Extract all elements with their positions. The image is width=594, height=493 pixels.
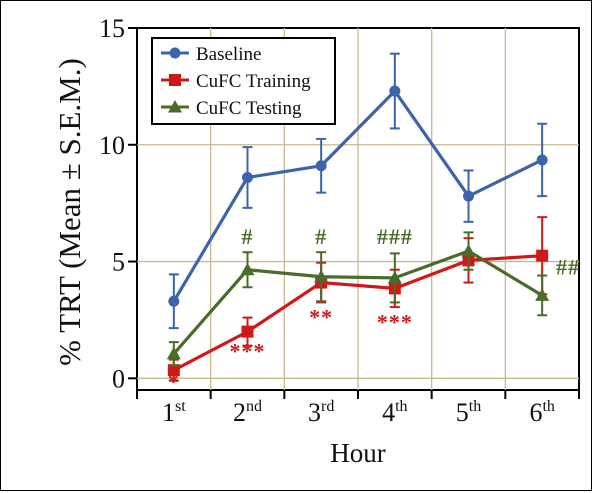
marker-triangle [314, 269, 329, 283]
y-tick-label: 0 [112, 364, 125, 393]
marker-triangle [461, 244, 476, 257]
legend-label: Baseline [196, 44, 261, 65]
axes: 0 5 10 15 1st 2nd 3rd 4th 5th 6th [99, 14, 580, 427]
y-tick-label: 5 [112, 248, 125, 277]
legend-item: Baseline [161, 44, 261, 65]
significance-mark: *** [377, 309, 413, 334]
legend: Baseline CuFC Training CuFC Testing [151, 37, 336, 125]
x-tick-label: 5th [456, 398, 481, 427]
series-layer [166, 52, 550, 382]
gridlines [137, 28, 579, 390]
x-tick-label: 3rd [308, 398, 334, 427]
marker-triangle [166, 346, 181, 360]
marker-square [536, 249, 549, 262]
x-tick-label: 6th [529, 398, 554, 427]
significance-mark: # [315, 224, 327, 249]
marker-circle [168, 295, 180, 307]
significance-mark: ### [377, 224, 413, 249]
y-tick-label: 10 [99, 131, 125, 160]
x-tick-label: 1st [162, 398, 186, 427]
marker-triangle [535, 288, 550, 301]
marker-square [241, 325, 254, 338]
marker-triangle [240, 262, 255, 276]
legend-item: CuFC Training [161, 71, 311, 92]
series-baseline [168, 52, 548, 330]
x-tick-label: 4th [382, 398, 407, 427]
legend-label: CuFC Training [196, 71, 311, 92]
legend-item: CuFC Testing [161, 98, 302, 119]
x-tick-label: 2nd [233, 398, 262, 427]
x-axis-label: Hour [330, 438, 386, 468]
significance-mark: * [168, 369, 180, 394]
marker-circle [242, 171, 253, 183]
series-line [172, 89, 543, 303]
y-tick-label: 15 [99, 14, 125, 43]
significance-mark: ## [556, 254, 580, 279]
marker-square [169, 74, 181, 86]
significance-mark: ** [309, 305, 333, 330]
series-cufc-testing [166, 231, 550, 367]
marker-circle [169, 47, 181, 59]
legend-label: CuFC Testing [196, 98, 302, 119]
series-line [172, 249, 543, 355]
significance-mark: *** [230, 338, 266, 363]
marker-square [167, 364, 180, 377]
y-axis-label: % TRT (Mean ± S.E.M.) [52, 58, 87, 366]
marker-triangle [168, 100, 182, 113]
marker-triangle [387, 270, 402, 284]
marker-circle [389, 85, 401, 97]
marker-circle [536, 154, 548, 166]
significance-mark: # [242, 224, 254, 249]
marker-circle [315, 160, 327, 172]
significance-annotations: ****** ***# # ##### [168, 224, 580, 394]
marker-circle [463, 190, 474, 202]
